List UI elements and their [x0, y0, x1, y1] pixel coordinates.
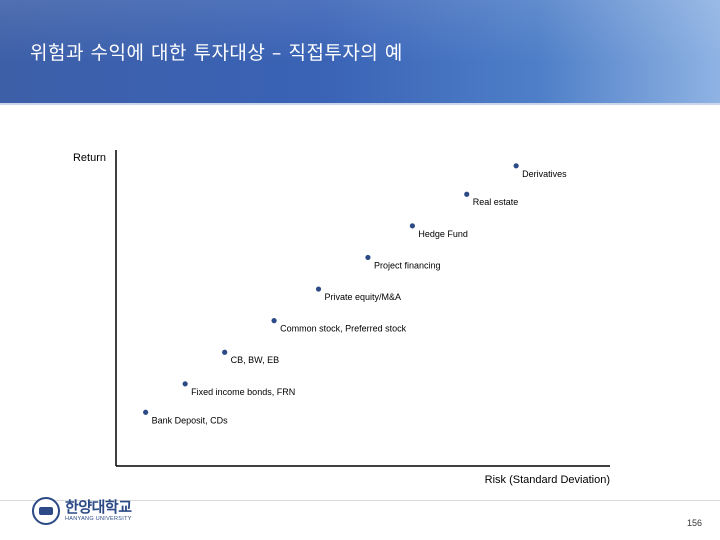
data-point-4: [271, 318, 277, 324]
data-point-label-6: Project financing: [374, 260, 441, 270]
data-point-label-3: CB, BW, EB: [231, 355, 280, 365]
data-point-9: [513, 163, 519, 169]
data-point-1: [143, 409, 149, 415]
data-point-label-1: Bank Deposit, CDs: [152, 415, 229, 425]
page-number: 156: [686, 518, 702, 528]
data-point-8: [464, 191, 470, 197]
footer-divider: [0, 500, 720, 501]
data-point-label-5: Private equity/M&A: [325, 292, 402, 302]
logo-korean-text: 한양대학교: [65, 497, 132, 516]
slide-title: 위험과 수익에 대한 투자대상 – 직접투자의 예: [30, 42, 403, 64]
data-point-label-4: Common stock, Preferred stock: [280, 324, 407, 334]
university-seal-icon: [32, 497, 60, 525]
risk-return-chart: Return Risk (Standard Deviation) Bank De…: [73, 150, 610, 486]
data-point-label-2: Fixed income bonds, FRN: [191, 387, 295, 397]
data-point-3: [222, 349, 228, 355]
data-point-5: [315, 286, 322, 292]
data-point-label-9: Derivatives: [522, 169, 567, 179]
data-point-2: [182, 381, 188, 387]
data-point-label-8: Real estate: [473, 197, 519, 207]
y-axis-label: Return: [73, 152, 106, 164]
banner-gloss: [0, 0, 720, 103]
data-points: Bank Deposit, CDs Fixed income bonds, FRN…: [143, 163, 567, 425]
x-axis-label: Risk (Standard Deviation): [485, 474, 610, 486]
logo-english-text: HANYANG UNIVERSITY: [65, 515, 132, 522]
data-point-label-7: Hedge Fund: [418, 229, 468, 239]
data-point-7: [409, 223, 415, 229]
data-point-6: [365, 254, 371, 261]
banner-divider: [0, 103, 720, 105]
title-banner: 위험과 수익에 대한 투자대상 – 직접투자의 예: [0, 0, 720, 103]
university-logo: 한양대학교 HANYANG UNIVERSITY: [32, 492, 147, 530]
